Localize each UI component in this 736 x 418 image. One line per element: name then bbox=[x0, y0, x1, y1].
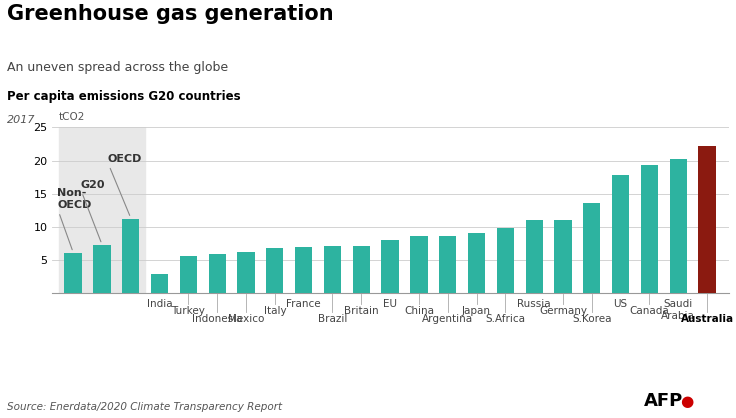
Bar bbox=[93, 245, 110, 293]
Bar bbox=[439, 237, 456, 293]
Text: S.Korea: S.Korea bbox=[572, 314, 612, 324]
Text: Greenhouse gas generation: Greenhouse gas generation bbox=[7, 4, 334, 24]
Bar bbox=[324, 246, 341, 293]
Text: Japan: Japan bbox=[462, 306, 491, 316]
Bar bbox=[122, 219, 139, 293]
Text: US: US bbox=[614, 299, 628, 309]
Bar bbox=[612, 175, 629, 293]
Bar bbox=[468, 233, 485, 293]
Bar bbox=[208, 254, 226, 293]
Bar bbox=[353, 246, 370, 293]
Bar bbox=[381, 240, 399, 293]
Text: France: France bbox=[286, 299, 321, 309]
Text: Non-
OECD: Non- OECD bbox=[57, 189, 92, 210]
Text: China: China bbox=[404, 306, 434, 316]
Text: 2017: 2017 bbox=[7, 115, 36, 125]
Text: Mexico: Mexico bbox=[228, 314, 264, 324]
Text: Russia: Russia bbox=[517, 299, 551, 309]
Bar bbox=[583, 204, 601, 293]
Bar bbox=[238, 252, 255, 293]
Text: EU: EU bbox=[383, 299, 397, 309]
Bar bbox=[698, 146, 715, 293]
Text: OECD: OECD bbox=[107, 154, 142, 164]
Text: Turkey: Turkey bbox=[171, 306, 205, 316]
Text: AFP: AFP bbox=[644, 393, 683, 410]
Text: Source: Enerdata/2020 Climate Transparency Report: Source: Enerdata/2020 Climate Transparen… bbox=[7, 402, 283, 412]
Bar bbox=[670, 159, 687, 293]
Bar bbox=[266, 248, 283, 293]
Text: Per capita emissions G20 countries: Per capita emissions G20 countries bbox=[7, 90, 241, 103]
Text: An uneven spread across the globe: An uneven spread across the globe bbox=[7, 61, 228, 74]
Text: Brazil: Brazil bbox=[318, 314, 347, 324]
Bar bbox=[554, 220, 572, 293]
Bar bbox=[410, 237, 428, 293]
Text: Saudi
Arabia: Saudi Arabia bbox=[661, 299, 696, 321]
Text: Canada: Canada bbox=[629, 306, 669, 316]
Text: Germany: Germany bbox=[539, 306, 587, 316]
Bar bbox=[526, 220, 542, 293]
Text: G20: G20 bbox=[80, 180, 105, 190]
Text: Argentina: Argentina bbox=[422, 314, 473, 324]
Text: Indonesia: Indonesia bbox=[192, 314, 242, 324]
Bar bbox=[151, 274, 169, 293]
Text: India: India bbox=[146, 299, 172, 309]
Text: Britain: Britain bbox=[344, 306, 378, 316]
Bar bbox=[497, 228, 514, 293]
Text: tCO2: tCO2 bbox=[59, 112, 85, 122]
Bar bbox=[59, 127, 145, 293]
Text: Italy: Italy bbox=[263, 306, 286, 316]
Bar bbox=[641, 165, 658, 293]
Bar bbox=[65, 253, 82, 293]
Text: S.Africa: S.Africa bbox=[485, 314, 526, 324]
Bar bbox=[180, 256, 197, 293]
Bar bbox=[295, 247, 312, 293]
Text: Australia: Australia bbox=[681, 314, 734, 324]
Text: ●: ● bbox=[680, 394, 693, 409]
